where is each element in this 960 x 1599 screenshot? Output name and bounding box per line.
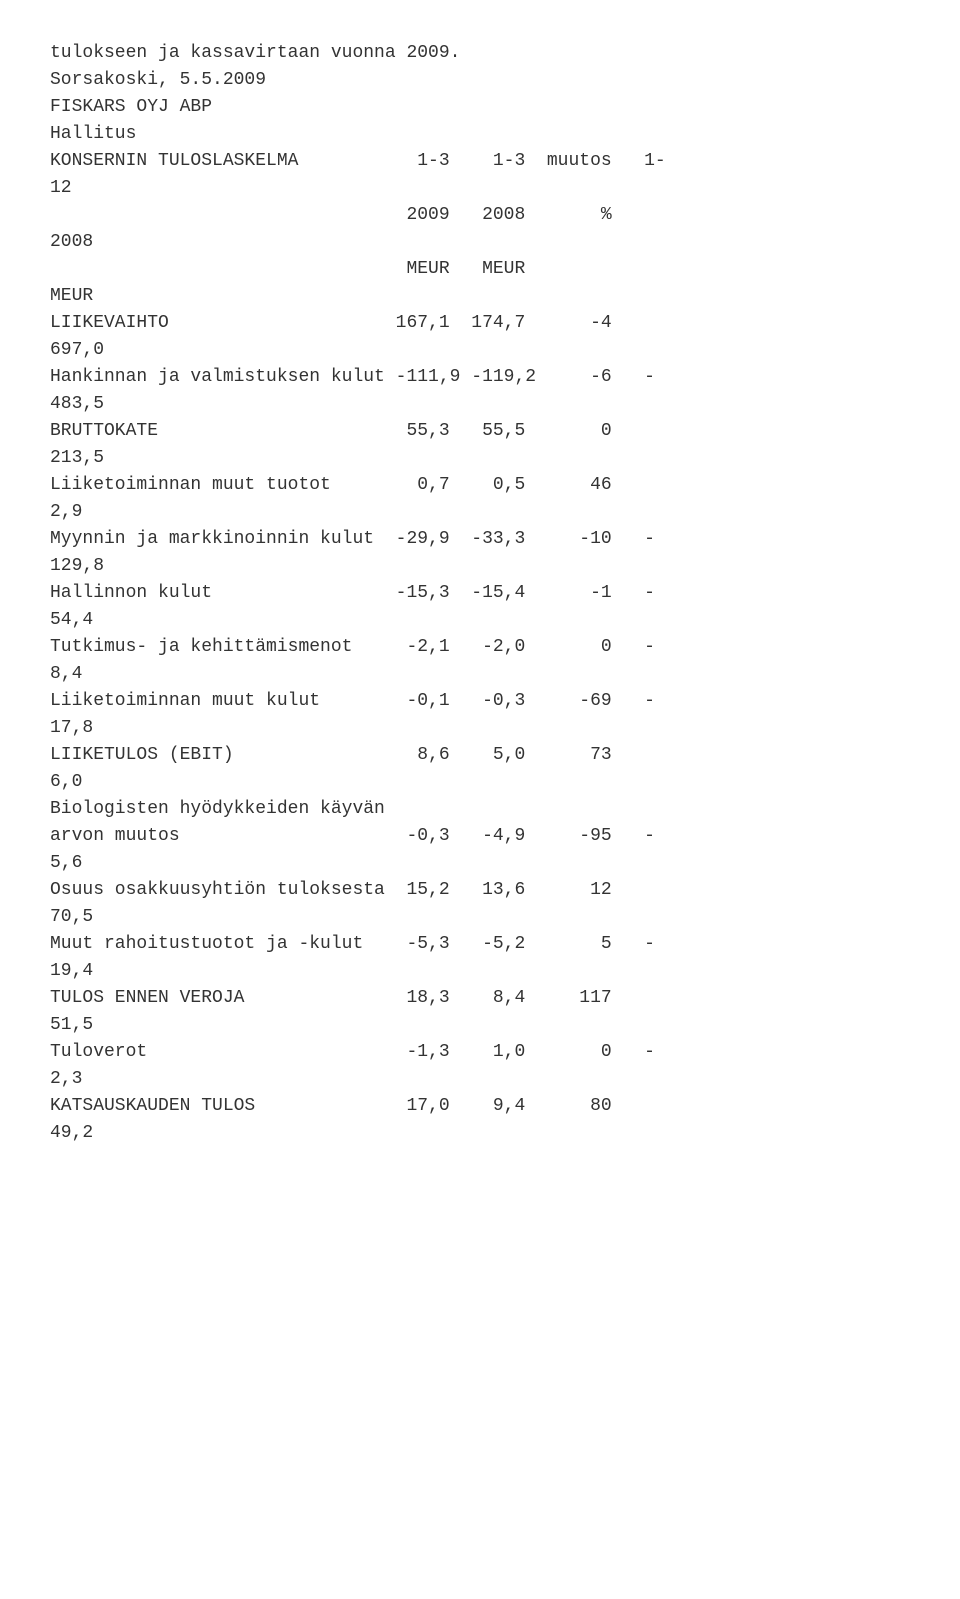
table-line: 51,5 xyxy=(50,1012,910,1039)
text-line: Sorsakoski, 5.5.2009 xyxy=(50,67,910,94)
table-row: Hallinnon kulut -15,3 -15,4 -1 - xyxy=(50,580,910,607)
table-row: Liiketoiminnan muut kulut -0,1 -0,3 -69 … xyxy=(50,688,910,715)
text-line: Hallitus xyxy=(50,121,910,148)
table-line: MEUR xyxy=(50,283,910,310)
table-row: Muut rahoitustuotot ja -kulut -5,3 -5,2 … xyxy=(50,931,910,958)
table-row: TULOS ENNEN VEROJA 18,3 8,4 117 xyxy=(50,985,910,1012)
text-line: tulokseen ja kassavirtaan vuonna 2009. xyxy=(50,40,910,67)
table-line: 49,2 xyxy=(50,1120,910,1147)
table-line: 19,4 xyxy=(50,958,910,985)
text-line: FISKARS OYJ ABP xyxy=(50,94,910,121)
table-row: Myynnin ja markkinoinnin kulut -29,9 -33… xyxy=(50,526,910,553)
table-row: Hankinnan ja valmistuksen kulut -111,9 -… xyxy=(50,364,910,391)
table-row: arvon muutos -0,3 -4,9 -95 - xyxy=(50,823,910,850)
table-row: LIIKETULOS (EBIT) 8,6 5,0 73 xyxy=(50,742,910,769)
table-line: 2,3 xyxy=(50,1066,910,1093)
table-line: 2,9 xyxy=(50,499,910,526)
table-line: 8,4 xyxy=(50,661,910,688)
table-row: Biologisten hyödykkeiden käyvän xyxy=(50,796,910,823)
table-row: Tutkimus- ja kehittämismenot -2,1 -2,0 0… xyxy=(50,634,910,661)
table-line: 129,8 xyxy=(50,553,910,580)
document-body: tulokseen ja kassavirtaan vuonna 2009. S… xyxy=(50,40,910,1147)
table-line: 17,8 xyxy=(50,715,910,742)
table-row: Tuloverot -1,3 1,0 0 - xyxy=(50,1039,910,1066)
table-line: 5,6 xyxy=(50,850,910,877)
table-line: 213,5 xyxy=(50,445,910,472)
table-row: BRUTTOKATE 55,3 55,5 0 xyxy=(50,418,910,445)
table-row: LIIKEVAIHTO 167,1 174,7 -4 xyxy=(50,310,910,337)
table-line: 697,0 xyxy=(50,337,910,364)
table-header-line: KONSERNIN TULOSLASKELMA 1-3 1-3 muutos 1… xyxy=(50,148,910,175)
table-line: 70,5 xyxy=(50,904,910,931)
table-line: 12 xyxy=(50,175,910,202)
table-row: KATSAUSKAUDEN TULOS 17,0 9,4 80 xyxy=(50,1093,910,1120)
table-line: 54,4 xyxy=(50,607,910,634)
table-row: Liiketoiminnan muut tuotot 0,7 0,5 46 xyxy=(50,472,910,499)
table-line: 483,5 xyxy=(50,391,910,418)
table-line: MEUR MEUR xyxy=(50,256,910,283)
table-line: 2008 xyxy=(50,229,910,256)
table-row: Osuus osakkuusyhtiön tuloksesta 15,2 13,… xyxy=(50,877,910,904)
table-line: 2009 2008 % xyxy=(50,202,910,229)
table-line: 6,0 xyxy=(50,769,910,796)
